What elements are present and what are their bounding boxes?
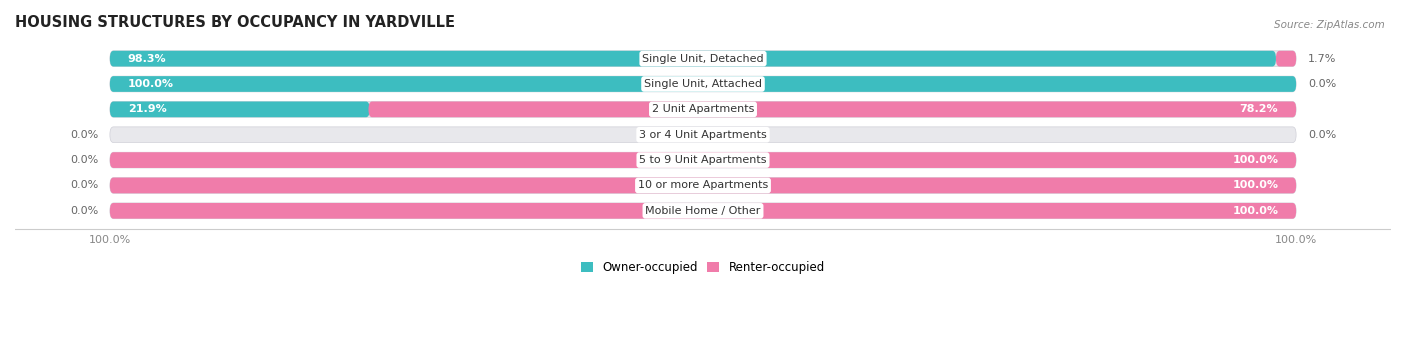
Legend: Owner-occupied, Renter-occupied: Owner-occupied, Renter-occupied	[576, 256, 830, 279]
FancyBboxPatch shape	[110, 203, 1296, 219]
FancyBboxPatch shape	[110, 178, 1296, 193]
Text: 98.3%: 98.3%	[128, 54, 166, 64]
Text: 21.9%: 21.9%	[128, 104, 166, 114]
Text: 100.0%: 100.0%	[1232, 180, 1278, 191]
FancyBboxPatch shape	[110, 127, 1296, 143]
FancyBboxPatch shape	[368, 102, 1296, 117]
FancyBboxPatch shape	[110, 51, 1275, 66]
Text: 0.0%: 0.0%	[1308, 79, 1336, 89]
Text: 100.0%: 100.0%	[128, 79, 174, 89]
FancyBboxPatch shape	[110, 102, 370, 117]
FancyBboxPatch shape	[110, 51, 1296, 66]
Text: 10 or more Apartments: 10 or more Apartments	[638, 180, 768, 191]
FancyBboxPatch shape	[110, 76, 1296, 92]
Text: Mobile Home / Other: Mobile Home / Other	[645, 206, 761, 216]
FancyBboxPatch shape	[110, 152, 1296, 168]
Text: HOUSING STRUCTURES BY OCCUPANCY IN YARDVILLE: HOUSING STRUCTURES BY OCCUPANCY IN YARDV…	[15, 15, 456, 30]
FancyBboxPatch shape	[110, 102, 1296, 117]
Text: 3 or 4 Unit Apartments: 3 or 4 Unit Apartments	[640, 130, 766, 140]
Text: 100.0%: 100.0%	[1232, 155, 1278, 165]
Text: 0.0%: 0.0%	[1308, 130, 1336, 140]
Text: Single Unit, Detached: Single Unit, Detached	[643, 54, 763, 64]
Text: 5 to 9 Unit Apartments: 5 to 9 Unit Apartments	[640, 155, 766, 165]
Text: 2 Unit Apartments: 2 Unit Apartments	[652, 104, 754, 114]
Text: 1.7%: 1.7%	[1308, 54, 1336, 64]
Text: 78.2%: 78.2%	[1240, 104, 1278, 114]
FancyBboxPatch shape	[110, 76, 1296, 92]
FancyBboxPatch shape	[1275, 51, 1296, 66]
Text: Source: ZipAtlas.com: Source: ZipAtlas.com	[1274, 20, 1385, 30]
Text: 0.0%: 0.0%	[70, 180, 98, 191]
Text: 0.0%: 0.0%	[70, 155, 98, 165]
FancyBboxPatch shape	[110, 203, 1296, 219]
Text: Single Unit, Attached: Single Unit, Attached	[644, 79, 762, 89]
Text: 0.0%: 0.0%	[70, 130, 98, 140]
FancyBboxPatch shape	[110, 152, 1296, 168]
Text: 100.0%: 100.0%	[1232, 206, 1278, 216]
Text: 0.0%: 0.0%	[70, 206, 98, 216]
FancyBboxPatch shape	[110, 178, 1296, 193]
